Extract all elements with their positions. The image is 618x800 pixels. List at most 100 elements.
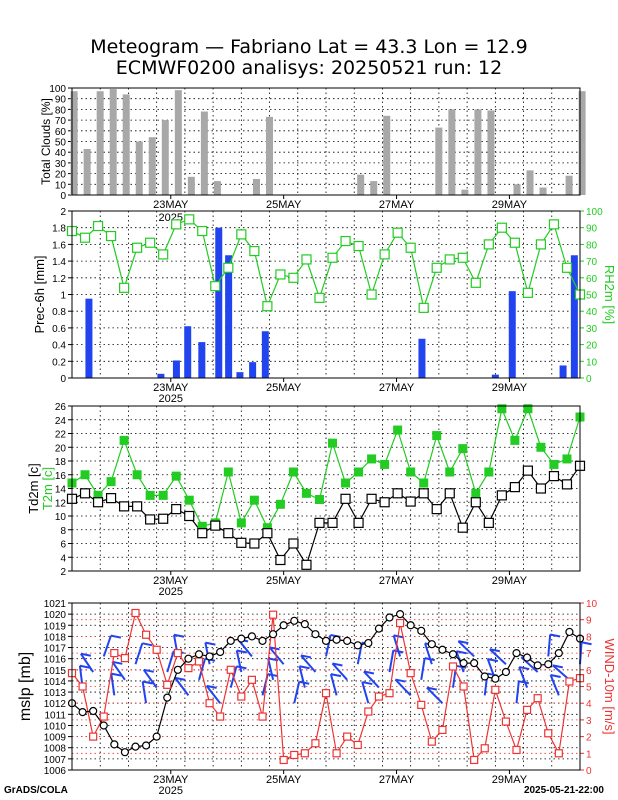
td2m-point [405,496,416,507]
wind-point [247,675,257,684]
mslp-point [78,708,87,717]
rh-point [509,237,520,248]
precip-bar [225,255,233,378]
td2m-point [171,504,182,515]
y-tick-label: 0.4 [52,341,66,352]
precip-bar [570,255,578,378]
y-tick-label: 1021 [44,599,67,610]
mslp-point [110,740,119,749]
wind-point [522,705,532,714]
t2m-point [223,467,233,477]
y-tick-label: 24 [55,416,67,427]
mslp-point [438,645,447,654]
td2m-point [288,538,299,549]
wind-point [406,669,415,678]
cloud-bar [135,141,143,195]
y-tick-label: 0.2 [52,357,66,368]
y-axis-label: Prec-6h [mm] [32,255,47,333]
t2m-point [158,490,168,500]
y-tick-label: 1013 [44,688,67,699]
mslp-point [565,627,574,637]
t2m-point [536,442,546,452]
rh-point [301,254,312,265]
t2m-point [523,404,533,414]
td2m-point [210,520,221,531]
cloud-bar [578,91,586,195]
cloud-bar [148,137,156,195]
td2m-point [119,501,130,512]
y-tick-label: 4 [60,553,66,564]
footer-credit: GrADS/COLA [4,785,68,796]
mslp-point [173,665,182,674]
x-tick-label: 25MAY [266,774,302,786]
t2m-point [249,495,259,505]
td2m-point [223,528,234,539]
y-tick-label-right: 8 [586,632,592,643]
mslp-point [321,636,331,645]
y-tick-label: 12 [55,498,67,509]
wind-barb-flag [236,649,247,654]
y-tick-label-right: 9 [586,616,592,627]
wind-point [258,712,267,721]
wind-point [533,694,542,703]
mslp-point [268,630,278,639]
mslp-point [417,626,426,635]
t2m-point [275,499,285,509]
mslp-point [554,648,563,658]
td2m-point [457,522,468,533]
y-tick-label: 10 [55,512,67,523]
wind-point [205,699,214,708]
wind-point [501,717,511,726]
td2m-line [71,465,581,567]
rh-point [314,292,325,303]
rh-point [535,239,547,250]
t2m-point [393,425,403,435]
rh-point [548,219,560,230]
y-tick-label: 0 [60,374,66,385]
td2m-point [301,559,312,570]
wind-barb [142,669,158,689]
rh-point [379,249,390,260]
wind-barb-flag [489,648,501,653]
td2m-point [327,517,338,528]
wind-point [226,665,235,674]
wind-barb-flag [458,640,469,645]
rh-line [71,218,581,311]
y-tick-label-right: 70 [586,257,598,268]
cloud-bar [539,187,547,195]
y-axis-label-right: WIND-10m [m/s] [602,638,617,734]
cloud-bar [513,184,521,195]
rh-point [392,227,403,238]
td2m-point [535,483,547,494]
wind-barb [110,673,116,696]
rh-point [119,282,130,293]
t2m-point [301,488,311,498]
t2m-point [328,438,338,448]
y-axis-label: Total Clouds [%] [39,98,53,185]
wind-point [279,755,288,765]
precip-bar [215,227,223,378]
td2m-point [158,513,169,524]
x-year-label: 2025 [159,586,183,598]
precip-bar [236,372,244,378]
wind-barb [489,648,507,665]
td2m-point [366,493,377,504]
wind-point [290,750,299,760]
y-tick-label-right: 10 [586,357,598,368]
y-tick-label-right: 6 [586,666,592,677]
wind-point [163,680,172,689]
t2m-point [197,521,207,531]
y-tick-label-right: 80 [586,240,598,251]
wind-barb-flag [142,680,153,685]
wind-point [268,610,278,619]
wind-point [353,740,362,750]
wind-point [448,662,458,671]
wind-barb [420,657,426,680]
y-tick-label: 6 [60,540,66,551]
wind-point [194,657,204,666]
rh-point [496,222,507,233]
td2m-point [444,488,455,499]
td2m-point [275,554,286,566]
mslp-point [512,648,521,658]
